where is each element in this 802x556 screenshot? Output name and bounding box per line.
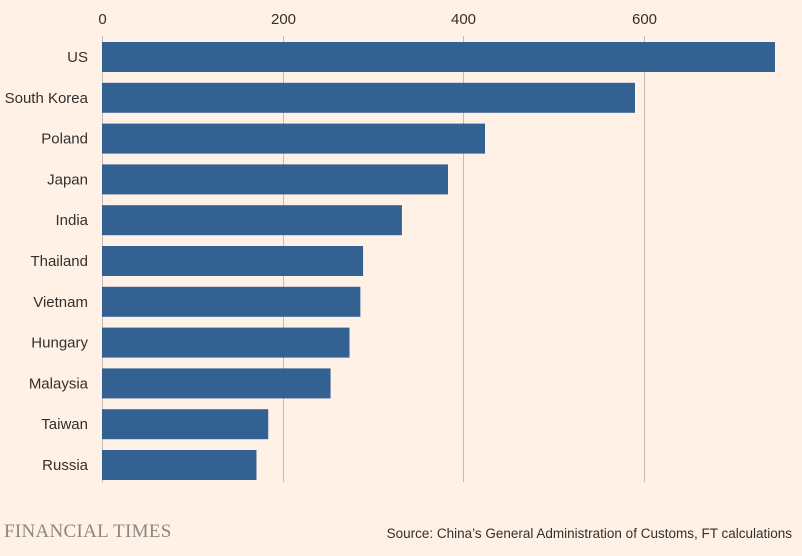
category-label-taiwan: Taiwan — [41, 416, 88, 433]
category-label-thailand: Thailand — [30, 253, 88, 270]
category-label-malaysia: Malaysia — [29, 375, 89, 392]
bar-russia — [102, 450, 257, 480]
bar-chart: 0 200 400 600 US South Korea Poland Japan India… — [5, 11, 775, 482]
bar-japan — [102, 164, 448, 195]
category-label-russia: Russia — [42, 457, 89, 474]
bar-hungary — [102, 327, 350, 358]
bars — [102, 42, 775, 480]
category-label-south-korea: South Korea — [5, 90, 89, 107]
x-axis-ticks: 0 200 400 600 — [98, 11, 657, 28]
bar-poland — [102, 123, 486, 154]
x-tick-label-0: 0 — [98, 11, 106, 28]
bar-vietnam — [102, 286, 361, 317]
bar-malaysia — [102, 368, 331, 399]
x-tick-label-600: 600 — [632, 11, 657, 28]
x-tick-label-400: 400 — [451, 11, 476, 28]
ft-logo: FINANCIAL TIMES — [4, 521, 172, 542]
category-label-vietnam: Vietnam — [33, 294, 88, 311]
category-label-hungary: Hungary — [31, 335, 88, 352]
bar-south-korea — [102, 82, 635, 113]
category-label-us: US — [67, 49, 88, 66]
bar-us — [102, 42, 775, 72]
bar-thailand — [102, 246, 364, 276]
bar-india — [102, 205, 402, 236]
category-labels: US South Korea Poland Japan India Thailand Vie… — [5, 49, 89, 474]
bar-taiwan — [102, 409, 269, 440]
category-label-india: India — [55, 212, 88, 229]
category-label-japan: Japan — [47, 171, 88, 188]
category-label-poland: Poland — [41, 131, 88, 148]
x-tick-label-200: 200 — [271, 11, 296, 28]
source-note: Source: China’s General Administration o… — [386, 526, 792, 541]
